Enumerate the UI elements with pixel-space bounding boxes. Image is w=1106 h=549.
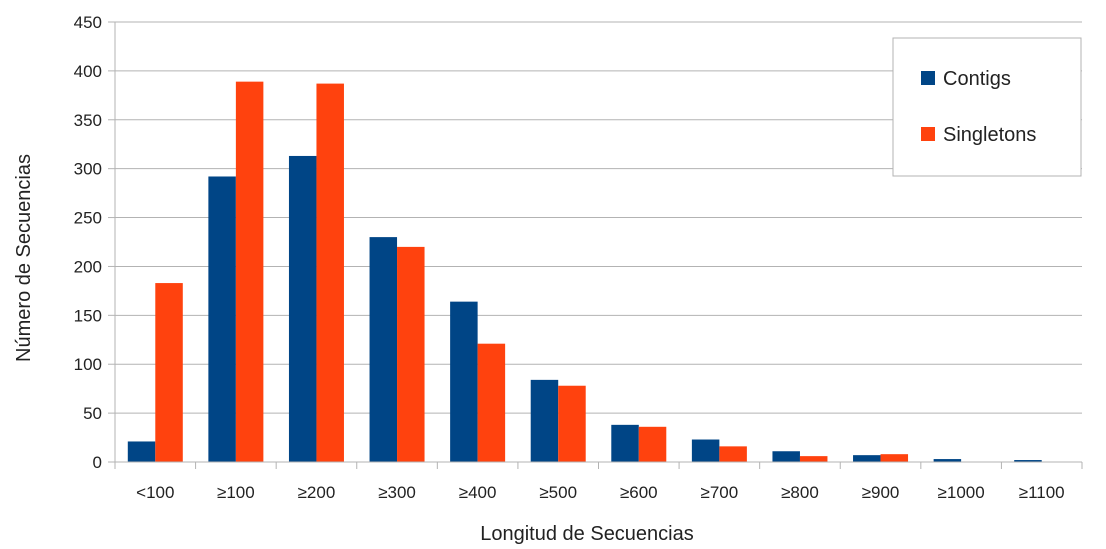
bar-contigs <box>208 176 236 462</box>
x-tick-label: ≥300 <box>378 483 416 502</box>
bar-contigs <box>530 379 559 462</box>
legend-box <box>892 37 1082 177</box>
bar-contigs <box>611 424 639 462</box>
bar-contigs <box>853 455 881 462</box>
y-tick-label: 50 <box>83 404 102 423</box>
x-tick-label: ≥1100 <box>1019 483 1065 502</box>
y-tick-label: 200 <box>74 257 102 276</box>
y-tick-labels: 0 50 100 150 200 250 300 350 400 450 <box>74 13 102 472</box>
y-tick-label: 150 <box>74 306 102 325</box>
bar-contigs <box>772 451 800 462</box>
bar-singletons <box>235 81 264 463</box>
legend-label-contigs: Contigs <box>943 68 1011 90</box>
bar-singletons <box>638 426 667 462</box>
x-tick-label: ≥400 <box>459 483 497 502</box>
bar-contigs <box>691 439 720 462</box>
legend-swatch-contigs <box>921 71 935 85</box>
bar-contigs <box>450 301 478 462</box>
y-axis-title: Número de Secuencias <box>13 154 35 362</box>
y-tick-label: 250 <box>74 209 102 228</box>
legend-swatch-singletons <box>921 127 935 141</box>
legend-label-singletons: Singletons <box>943 124 1036 146</box>
x-tick-label: ≥600 <box>620 483 658 502</box>
bar-singletons <box>477 343 506 462</box>
bar-singletons <box>397 246 425 462</box>
bar-contigs <box>933 459 962 462</box>
bar-singletons <box>316 83 344 462</box>
y-tick-label: 450 <box>74 13 102 32</box>
axes <box>114 22 1083 469</box>
y-tick-label: 350 <box>74 111 102 130</box>
y-tick-label: 100 <box>74 355 102 374</box>
legend: Contigs Singletons <box>892 37 1082 177</box>
x-tick-label: ≥800 <box>781 483 819 502</box>
bars <box>127 81 1042 463</box>
bar-singletons <box>719 446 747 462</box>
y-tick-label: 300 <box>74 160 102 179</box>
x-tick-labels: <100 ≥100 ≥200 ≥300 ≥400 ≥500 ≥600 ≥700 ≥800 ≥900… <box>136 483 1065 502</box>
bar-contigs <box>1014 460 1042 462</box>
x-tick-label: ≥900 <box>862 483 900 502</box>
x-tick-label: ≥1000 <box>938 483 985 502</box>
x-tick-label: ≥500 <box>539 483 577 502</box>
bar-contigs <box>127 441 156 462</box>
x-tick-label: ≥700 <box>701 483 739 502</box>
bar-contigs <box>369 237 398 462</box>
bar-singletons <box>880 454 909 462</box>
bar-contigs <box>288 155 317 462</box>
bar-singletons <box>558 385 586 462</box>
x-tick-label: ≥200 <box>298 483 336 502</box>
x-axis-title: Longitud de Secuencias <box>480 523 694 545</box>
x-tick-label: <100 <box>136 483 174 502</box>
bar-singletons <box>155 283 183 462</box>
x-tick-label: ≥100 <box>217 483 255 502</box>
bar-singletons <box>799 456 828 462</box>
y-tick-label: 0 <box>93 453 102 472</box>
y-tick-label: 400 <box>74 62 102 81</box>
